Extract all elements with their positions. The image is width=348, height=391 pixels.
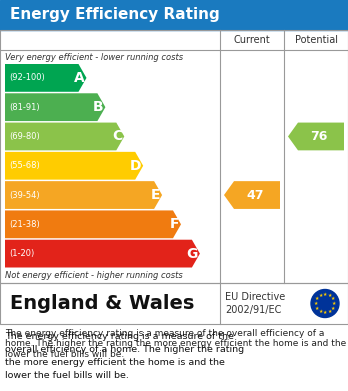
Text: (39-54): (39-54) — [9, 190, 40, 199]
Text: ★: ★ — [323, 310, 327, 315]
Text: ★: ★ — [314, 301, 318, 306]
Circle shape — [311, 289, 339, 317]
Text: Potential: Potential — [294, 35, 338, 45]
Polygon shape — [5, 122, 124, 151]
Text: EU Directive: EU Directive — [225, 292, 285, 303]
Text: 2002/91/EC: 2002/91/EC — [225, 305, 282, 314]
Polygon shape — [5, 210, 181, 238]
Text: Energy Efficiency Rating: Energy Efficiency Rating — [10, 7, 220, 23]
Text: ★: ★ — [331, 305, 335, 310]
Bar — [0, 283, 348, 324]
Text: 76: 76 — [310, 130, 328, 143]
Text: (92-100): (92-100) — [9, 74, 45, 83]
Text: E: E — [151, 188, 160, 202]
Text: England & Wales: England & Wales — [10, 294, 195, 313]
Text: (1-20): (1-20) — [9, 249, 34, 258]
Text: ★: ★ — [327, 293, 332, 298]
Text: 47: 47 — [246, 188, 264, 201]
Polygon shape — [5, 240, 200, 267]
Text: Not energy efficient - higher running costs: Not energy efficient - higher running co… — [5, 271, 183, 280]
Polygon shape — [5, 152, 143, 179]
Text: lower the fuel bills will be.: lower the fuel bills will be. — [5, 371, 129, 380]
Text: G: G — [187, 247, 198, 261]
Text: Very energy efficient - lower running costs: Very energy efficient - lower running co… — [5, 52, 183, 61]
Text: (69-80): (69-80) — [9, 132, 40, 141]
Text: ★: ★ — [315, 305, 319, 310]
Polygon shape — [224, 181, 280, 209]
Text: ★: ★ — [323, 292, 327, 297]
Polygon shape — [5, 93, 105, 121]
Text: ★: ★ — [332, 301, 336, 306]
Text: ★: ★ — [318, 293, 323, 298]
Text: ★: ★ — [331, 296, 335, 301]
Text: A: A — [74, 71, 85, 85]
Text: overall efficiency of a home. The higher the rating: overall efficiency of a home. The higher… — [5, 345, 244, 354]
Polygon shape — [5, 64, 87, 92]
Text: Current: Current — [234, 35, 270, 45]
Bar — [0, 0, 348, 30]
Text: ★: ★ — [318, 309, 323, 314]
Text: C: C — [112, 129, 122, 143]
Text: the more energy efficient the home is and the: the more energy efficient the home is an… — [5, 358, 225, 367]
Text: F: F — [169, 217, 179, 231]
Text: (81-91): (81-91) — [9, 103, 40, 112]
Text: (21-38): (21-38) — [9, 220, 40, 229]
Bar — [0, 30, 348, 283]
Text: The energy efficiency rating is a measure of the: The energy efficiency rating is a measur… — [5, 332, 234, 341]
Polygon shape — [288, 122, 344, 151]
Polygon shape — [5, 181, 162, 209]
Text: ★: ★ — [327, 309, 332, 314]
Text: ★: ★ — [315, 296, 319, 301]
Text: (55-68): (55-68) — [9, 161, 40, 170]
Text: D: D — [130, 159, 141, 173]
Text: B: B — [93, 100, 103, 114]
Text: The energy efficiency rating is a measure of the overall efficiency of a home. T: The energy efficiency rating is a measur… — [5, 329, 346, 359]
